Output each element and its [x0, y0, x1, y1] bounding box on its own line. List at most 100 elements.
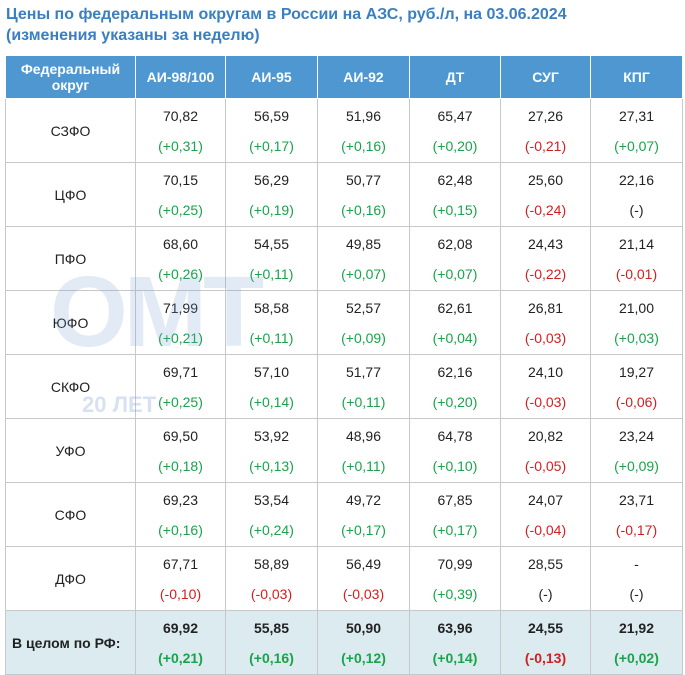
change: (+0,02) [614, 649, 659, 666]
price: 54,55 [253, 235, 290, 252]
column-header: АИ-98/100 [135, 55, 226, 99]
header-row: Федеральный округ АИ-98/100 АИ-95 АИ-92 ДТ СУ… [5, 55, 683, 99]
price-cell: 70,82 (+0,31) [135, 98, 226, 163]
price-cell: 52,57 (+0,09) [317, 290, 410, 355]
price: 69,92 [162, 619, 199, 636]
price: 56,59 [253, 107, 290, 124]
price: 58,58 [253, 299, 290, 316]
table-body: СЗФО 70,82 (+0,31) 56,59 (+0,17) 51,96 (+0,16)… [5, 98, 683, 675]
price: 21,00 [618, 299, 655, 316]
change: (+0,07) [614, 137, 659, 154]
change: (+0,18) [158, 457, 203, 474]
price: 65,47 [437, 107, 473, 124]
title: Цены по федеральным округам в России на … [6, 4, 567, 46]
price: 50,77 [345, 171, 382, 188]
change: (+0,17) [432, 521, 478, 538]
region-cell: ЦФО [5, 162, 136, 227]
price-cell: 65,47 (+0,20) [409, 98, 501, 163]
change: (+0,14) [432, 649, 478, 666]
watermark-text: 20 ЛЕТ [82, 392, 157, 417]
column-header: ДТ [409, 55, 501, 99]
region-cell: В целом по РФ: [5, 610, 136, 675]
price-cell: 70,15 (+0,25) [135, 162, 226, 227]
region-cell: ДФО [5, 546, 136, 611]
price-cell: 62,48 (+0,15) [409, 162, 501, 227]
change: (+0,09) [341, 329, 386, 346]
change: (+0,04) [432, 329, 478, 346]
price: 63,96 [437, 619, 473, 636]
change: (+0,31) [158, 137, 203, 154]
change: (-) [629, 585, 644, 602]
price: 20,82 [527, 427, 564, 444]
price-cell: 49,85 (+0,07) [317, 226, 410, 291]
change: (-0,03) [342, 585, 385, 602]
column-header: СУГ [500, 55, 591, 99]
price: 24,43 [527, 235, 564, 252]
price: 70,99 [437, 555, 473, 572]
change: (+0,20) [432, 137, 478, 154]
price: 21,14 [618, 235, 655, 252]
change: (-0,10) [159, 585, 202, 602]
price: 70,82 [162, 107, 199, 124]
price: 69,23 [162, 491, 199, 508]
change: (+0,14) [249, 393, 294, 410]
price-cell: 58,89 (-0,03) [225, 546, 318, 611]
price-cell: 69,50 (+0,18) [135, 418, 226, 483]
price: 70,15 [162, 171, 199, 188]
price-cell: 27,26 (-0,21) [500, 98, 591, 163]
price: 49,85 [345, 235, 382, 252]
price-cell: 28,55 (-) [500, 546, 591, 611]
price: 24,55 [527, 619, 564, 636]
price-cell: 54,55 (+0,11) [225, 226, 318, 291]
price-cell: 49,72 (+0,17) [317, 482, 410, 547]
price-cell: 55,85 (+0,16) [225, 610, 318, 675]
price-cell: 24,55 (-0,13) [500, 610, 591, 675]
change: (+0,11) [341, 393, 386, 410]
change: (-0,05) [524, 457, 567, 474]
price: 62,08 [437, 235, 473, 252]
region-cell: СФО [5, 482, 136, 547]
price: 48,96 [345, 427, 382, 444]
change: (+0,07) [341, 265, 386, 282]
change: (+0,09) [614, 457, 659, 474]
change: (+0,11) [249, 329, 294, 346]
region-cell: УФО [5, 418, 136, 483]
price-table: Федеральный округ АИ-98/100 АИ-95 АИ-92 ДТ СУ… [5, 55, 683, 675]
price: 49,72 [345, 491, 382, 508]
price: 57,10 [253, 363, 290, 380]
price-cell: 56,29 (+0,19) [225, 162, 318, 227]
price-cell: 62,16 (+0,20) [409, 354, 501, 419]
price: 53,92 [253, 427, 290, 444]
change: (+0,15) [432, 201, 478, 218]
price-cell: 23,24 (+0,09) [590, 418, 683, 483]
price: 62,61 [437, 299, 473, 316]
price: 27,31 [618, 107, 655, 124]
change: (+0,11) [341, 457, 386, 474]
change: (+0,10) [432, 457, 478, 474]
price: 56,49 [345, 555, 382, 572]
change: (+0,16) [158, 521, 203, 538]
price: 67,71 [162, 555, 199, 572]
price-cell: 56,49 (-0,03) [317, 546, 410, 611]
change: (-0,03) [250, 585, 293, 602]
change: (+0,17) [249, 137, 294, 154]
price: 50,90 [345, 619, 382, 636]
watermark-logo: ОМТ [50, 256, 264, 368]
price-cell: 62,08 (+0,07) [409, 226, 501, 291]
change: (+0,25) [158, 201, 203, 218]
price-cell: 67,85 (+0,17) [409, 482, 501, 547]
change: (-0,06) [615, 393, 658, 410]
price: 71,99 [162, 299, 199, 316]
change: (+0,16) [341, 137, 386, 154]
price: 22,16 [618, 171, 655, 188]
change: (+0,20) [432, 393, 478, 410]
price-cell: 26,81 (-0,03) [500, 290, 591, 355]
price-cell: 58,58 (+0,11) [225, 290, 318, 355]
change: (+0,21) [158, 649, 203, 666]
region-row: УФО 69,50 (+0,18) 53,92 (+0,13) 48,96 (+0,11) 6… [5, 418, 683, 483]
total-row: В целом по РФ: 69,92 (+0,21) 55,85 (+0,16) 50… [5, 610, 683, 675]
region-cell: СЗФО [5, 98, 136, 163]
column-header: АИ-92 [317, 55, 410, 99]
price: 25,60 [527, 171, 564, 188]
price: 26,81 [527, 299, 564, 316]
